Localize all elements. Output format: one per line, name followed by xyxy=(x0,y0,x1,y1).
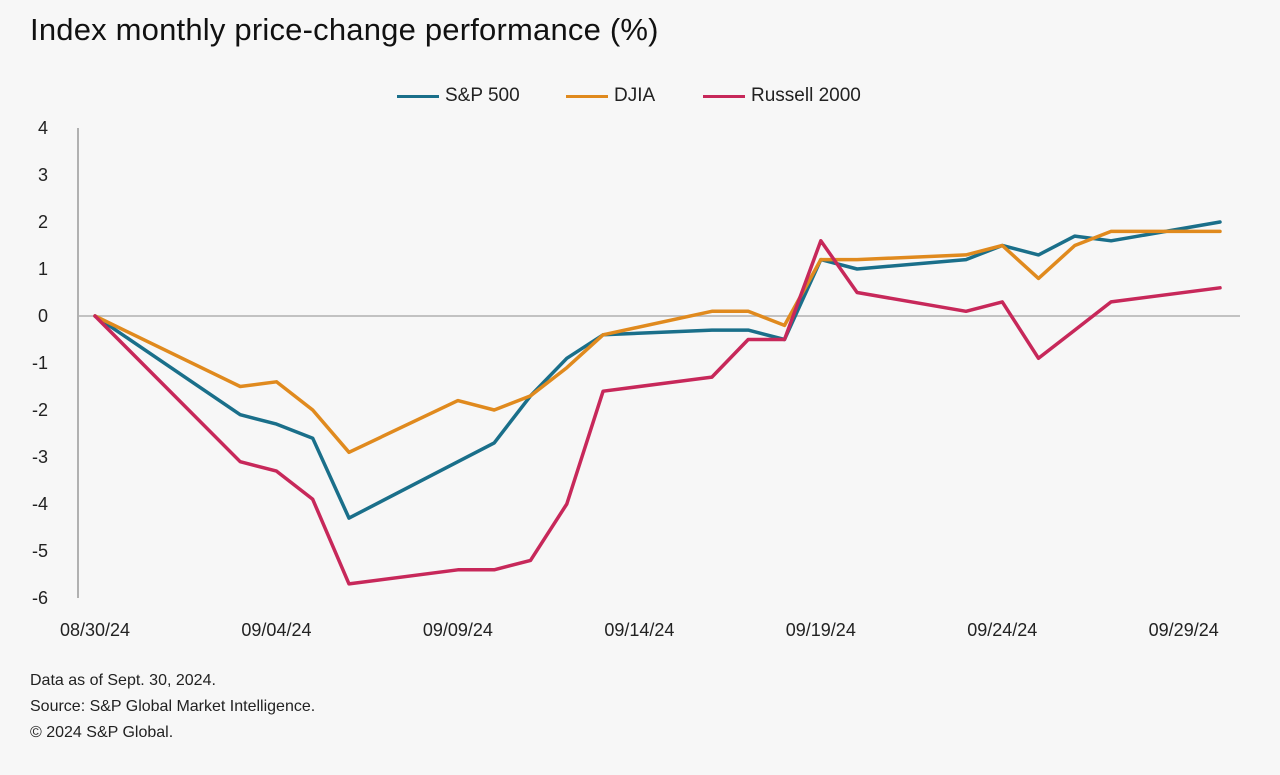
y-tick-label: -4 xyxy=(32,494,48,514)
y-tick-label: 0 xyxy=(38,306,48,326)
y-tick-label: 3 xyxy=(38,165,48,185)
x-tick-label: 08/30/24 xyxy=(60,620,130,640)
y-tick-label: -1 xyxy=(32,353,48,373)
y-tick-label: -5 xyxy=(32,541,48,561)
legend-swatch-russell2000 xyxy=(703,94,745,98)
footnote-data-date: Data as of Sept. 30, 2024. xyxy=(30,672,216,689)
y-tick-label: 2 xyxy=(38,212,48,232)
y-tick-label: 4 xyxy=(38,118,48,138)
footnote-source: Source: S&P Global Market Intelligence. xyxy=(30,698,316,715)
y-tick-label: -6 xyxy=(32,588,48,608)
legend-item-sp500: S&P 500 xyxy=(397,82,520,110)
x-tick-label: 09/14/24 xyxy=(604,620,674,640)
series-line-s-p-500 xyxy=(93,220,1222,520)
legend-item-russell2000: Russell 2000 xyxy=(703,82,861,110)
y-tick-label: 1 xyxy=(38,259,48,279)
legend-label-sp500: S&P 500 xyxy=(445,85,520,106)
x-tick-label: 09/09/24 xyxy=(423,620,493,640)
legend-label-russell2000: Russell 2000 xyxy=(751,85,861,106)
legend-swatch-djia xyxy=(566,94,608,98)
y-tick-label: -2 xyxy=(32,400,48,420)
x-tick-label: 09/24/24 xyxy=(967,620,1037,640)
chart-title: Index monthly price-change performance (… xyxy=(30,12,659,47)
y-tick-label: -3 xyxy=(32,447,48,467)
footnote-copyright: © 2024 S&P Global. xyxy=(30,724,174,741)
footnotes: Data as of Sept. 30, 2024. Source: S&P G… xyxy=(30,668,315,746)
series-line-djia xyxy=(93,229,1222,455)
series-line-russell-2000 xyxy=(93,239,1222,586)
x-tick-label: 09/29/24 xyxy=(1149,620,1219,640)
legend-swatch-sp500 xyxy=(397,94,439,98)
x-tick-label: 09/04/24 xyxy=(241,620,311,640)
legend-item-djia: DJIA xyxy=(566,82,655,110)
x-tick-label: 09/19/24 xyxy=(786,620,856,640)
legend-label-djia: DJIA xyxy=(614,85,656,106)
legend: S&P 500 DJIA Russell 2000 xyxy=(0,82,1280,110)
line-chart: 4 3 2 1 0 -1 -2 -3 -4 -5 -6 08/30/24 09/04/24 09/09/2… xyxy=(32,118,1240,640)
